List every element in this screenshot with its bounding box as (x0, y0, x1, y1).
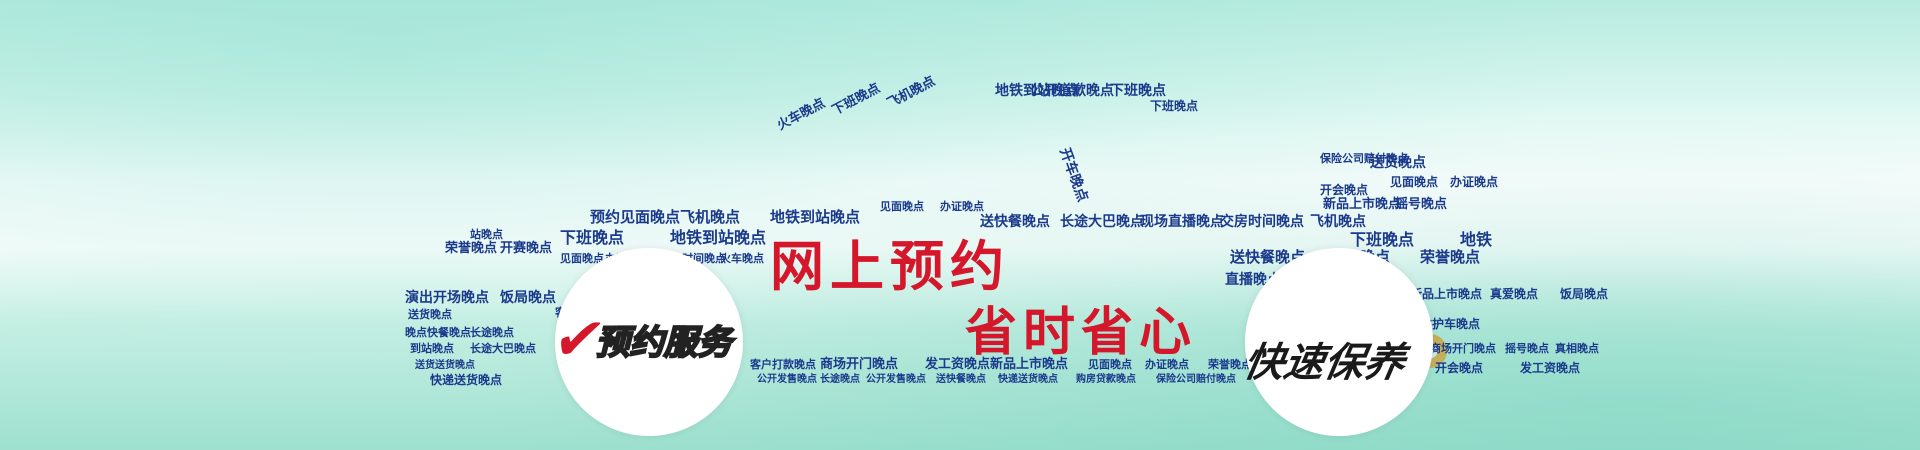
word-cloud-term: 送快餐晚点 (935, 372, 986, 385)
word-cloud-term: 长途晚点 (820, 372, 860, 385)
word-cloud-term: 快递送货晚点 (430, 372, 502, 387)
word-cloud-term: 下班晚点 (560, 228, 624, 247)
word-cloud-term: 飞机晚点 (884, 73, 937, 112)
word-cloud-term: 飞机晚点 (1310, 213, 1366, 230)
word-cloud-term: 公开发售晚点 (866, 372, 926, 385)
word-cloud-term: 办证晚点 (940, 199, 984, 213)
booking-service-badge[interactable]: ✔预约服务 (548, 305, 733, 373)
word-cloud-term: 新品上市晚点 (1323, 196, 1401, 212)
word-cloud-term: 商场开门晚点 (820, 356, 898, 372)
word-cloud-term: 送快餐晚点 (979, 213, 1050, 230)
word-cloud-term: 飞机晚点 (680, 208, 740, 226)
word-cloud-term: 客户打款晚点 (749, 357, 816, 371)
word-cloud-term: 长途晚点 (470, 325, 514, 339)
word-cloud-term: 长途大巴晚点 (1060, 213, 1144, 230)
word-cloud-term: 晚点快餐晚点 (405, 325, 471, 339)
word-cloud-term: 快递送货晚点 (997, 372, 1058, 385)
word-cloud-term: 摇号晚点 (1395, 196, 1447, 212)
word-cloud-term: 公开发售晚点 (757, 372, 817, 385)
right-wheel (1245, 248, 1433, 436)
word-cloud-term: 新品上市晚点 (990, 356, 1068, 372)
word-cloud-term: 现场直播晚点 (1140, 213, 1224, 230)
word-cloud-term: 地铁到站晚点 (995, 82, 1079, 99)
word-cloud-term: 送快餐晚点 (1229, 248, 1305, 266)
word-cloud-term: 饭局晚点 (499, 289, 556, 306)
word-cloud-term: 预约见面晚点 (590, 208, 680, 226)
word-cloud-term: 购房贷款晚点 (1076, 372, 1136, 385)
word-cloud-term: 发工资晚点 (924, 356, 990, 372)
word-cloud-term: 见面晚点 (560, 251, 604, 265)
word-cloud-term: 摇号晚点 (1505, 341, 1549, 355)
word-cloud-term: 地铁到站晚点 (770, 208, 860, 226)
booking-service-label: 预约服务 (595, 322, 733, 364)
word-cloud-term: 送货送货晚点 (414, 358, 475, 371)
word-cloud-term: 下班晚点 (1350, 230, 1414, 249)
word-cloud-term: 下班晚点 (1150, 98, 1198, 113)
word-cloud-term: 饭局晚点 (1559, 286, 1608, 301)
word-cloud-term: 开车晚点 (1056, 146, 1091, 204)
word-cloud-term: 火车晚点 (720, 251, 764, 265)
word-cloud-term: 见面晚点 (880, 199, 924, 213)
word-cloud-term: 发工资晚点 (1519, 360, 1580, 375)
word-cloud-term: 真相晚点 (1555, 341, 1599, 355)
word-cloud-term: 见面晚点 (1088, 357, 1132, 371)
word-cloud-term: 地铁 (1460, 230, 1492, 249)
word-cloud-term: 下班晚点 (1110, 82, 1166, 99)
word-cloud-term: 送货晚点 (407, 307, 452, 321)
word-cloud-term: 火车晚点 (774, 95, 827, 134)
word-cloud-term: 荣誉晚点 (1207, 357, 1252, 371)
word-cloud-term: 公开道歉晚点 (1030, 82, 1114, 99)
word-cloud-term: 地铁到站晚点 (670, 228, 766, 247)
headline-online-booking: 网上预约 (770, 235, 1010, 298)
word-cloud-term: 站晚点 (470, 227, 503, 241)
word-cloud-term: 保险公司赔付晚点 (1319, 151, 1408, 165)
word-cloud-term: 救护车晚点 (1420, 316, 1480, 331)
word-cloud-term: 办证晚点 (1450, 174, 1498, 189)
word-cloud-term: 下班晚点 (829, 80, 882, 119)
word-cloud-term: 办证晚点 (1145, 357, 1189, 371)
word-cloud-term: 荣誉晚点 (444, 240, 497, 256)
word-cloud-term: 新品上市晚点 (1410, 286, 1482, 301)
quick-maintenance-badge[interactable]: 快速保养 (1240, 330, 1447, 388)
word-cloud-term: 开赛晚点 (500, 240, 552, 256)
word-cloud-term: 真爱晚点 (1490, 286, 1538, 301)
word-cloud-term: 交房时间晚点 (1220, 213, 1304, 230)
word-cloud-term: 保险公司赔付晚点 (1155, 372, 1236, 385)
word-cloud-term: 到站晚点 (410, 341, 454, 355)
quick-maintenance-label: 快速保养 (1240, 340, 1409, 386)
word-cloud-term: 开会晚点 (1435, 360, 1483, 375)
word-cloud-term: 商场开门晚点 (1430, 341, 1496, 355)
word-cloud-term: 见面晚点 (1390, 174, 1438, 189)
left-wheel (555, 248, 743, 436)
word-cloud-term: 开会晚点 (1320, 182, 1368, 197)
word-cloud-term: 演出开场晚点 (405, 289, 489, 306)
headline-save-time: 省时省心 (965, 303, 1198, 363)
word-cloud-term: 送货晚点 (1369, 154, 1426, 171)
word-cloud-term: 荣誉晚点 (1419, 248, 1480, 266)
word-cloud-term: 长途大巴晚点 (470, 341, 536, 355)
